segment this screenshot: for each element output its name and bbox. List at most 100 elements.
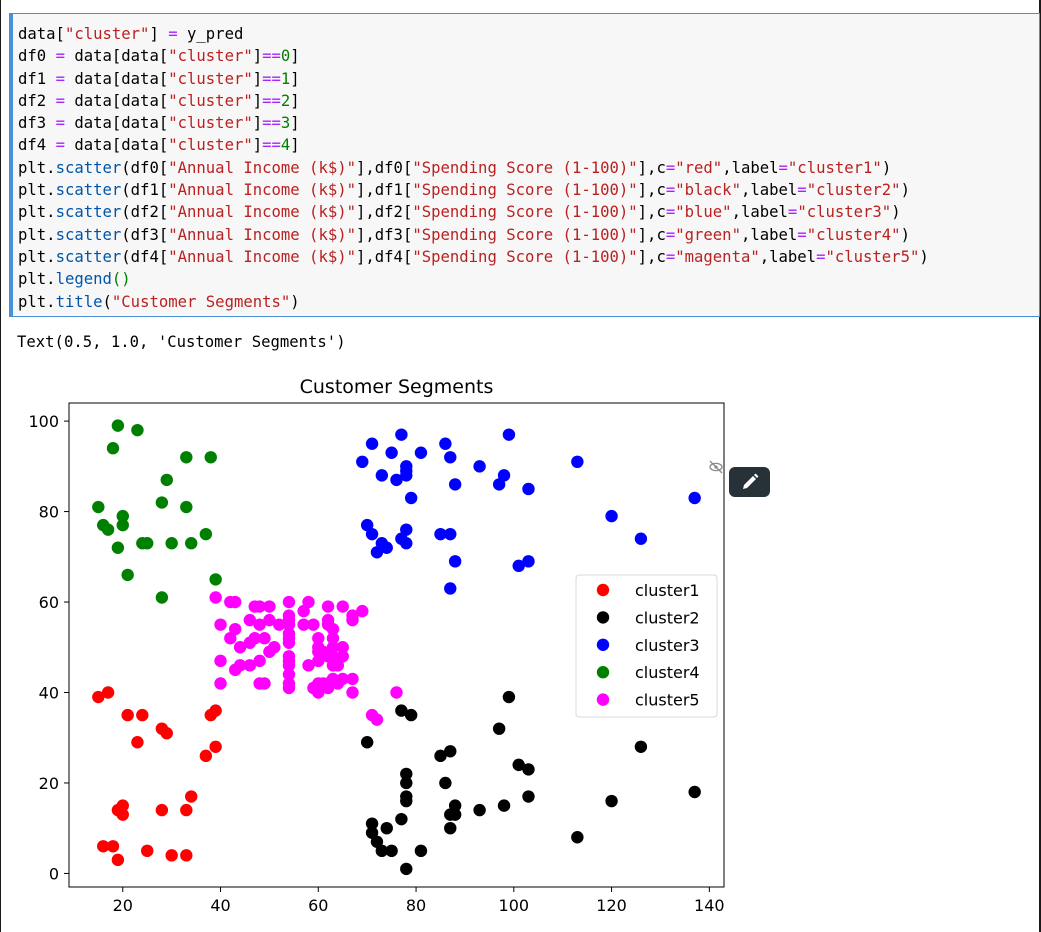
data-point-cluster5 bbox=[258, 632, 271, 645]
data-point-cluster2 bbox=[400, 862, 413, 876]
code-token: "cluster3" bbox=[797, 203, 892, 222]
code-token: "Annual Income (k$)" bbox=[168, 225, 356, 244]
code-token: df2 bbox=[18, 91, 56, 110]
data-point-cluster5 bbox=[346, 672, 359, 686]
data-point-cluster5 bbox=[336, 600, 349, 613]
code-token: "Annual Income (k$)" bbox=[168, 181, 356, 200]
data-point-cluster4 bbox=[106, 442, 120, 455]
data-point-cluster3 bbox=[365, 527, 379, 541]
code-token: "black" bbox=[675, 181, 741, 200]
code-token: legend bbox=[55, 270, 112, 289]
data-point-cluster3 bbox=[571, 455, 584, 469]
data-point-cluster3 bbox=[400, 464, 413, 478]
code-token: (df1[ bbox=[121, 181, 169, 200]
code-token: == bbox=[262, 136, 281, 155]
code-token: ,label bbox=[740, 225, 798, 244]
data-point-cluster5 bbox=[253, 618, 266, 631]
cell-selection-bar bbox=[10, 14, 13, 316]
data-point-cluster1 bbox=[97, 840, 110, 853]
data-point-cluster5 bbox=[336, 650, 349, 663]
code-token: y_pred bbox=[177, 25, 244, 43]
data-point-cluster5 bbox=[282, 595, 296, 609]
code-token: data[ bbox=[18, 25, 65, 43]
code-token: "red" bbox=[675, 158, 723, 177]
y-tick-label: 0 bbox=[49, 864, 59, 883]
data-point-cluster4 bbox=[121, 568, 134, 582]
code-token: ] bbox=[290, 114, 300, 133]
code-token: plt. bbox=[18, 270, 56, 289]
data-point-cluster2 bbox=[444, 821, 457, 835]
data-point-cluster3 bbox=[522, 555, 535, 568]
y-tick-label: 100 bbox=[28, 412, 59, 431]
code-token: = bbox=[168, 25, 178, 43]
code-token: df3 bbox=[18, 114, 56, 133]
data-point-cluster1 bbox=[121, 708, 134, 722]
code-editor[interactable]: data["cluster"] = y_pred df0 = data[data… bbox=[18, 23, 929, 313]
eye-slash-icon[interactable] bbox=[708, 459, 724, 475]
code-token: 4 bbox=[280, 136, 291, 155]
data-point-cluster3 bbox=[522, 482, 535, 496]
code-token: plt. bbox=[18, 292, 56, 311]
code-token: ) bbox=[881, 158, 892, 177]
code-token: ] bbox=[149, 25, 169, 43]
data-point-cluster4 bbox=[141, 537, 154, 550]
code-token: df0 bbox=[18, 47, 56, 66]
data-point-cluster1 bbox=[180, 849, 193, 862]
code-token: "Spending Score (1-100)" bbox=[412, 247, 638, 266]
data-point-cluster2 bbox=[365, 826, 379, 839]
data-point-cluster5 bbox=[253, 654, 266, 668]
data-point-cluster3 bbox=[404, 491, 418, 505]
data-point-cluster5 bbox=[356, 604, 369, 618]
code-token: (df3[ bbox=[121, 225, 169, 244]
code-token: = bbox=[665, 247, 676, 266]
data-point-cluster2 bbox=[380, 821, 393, 835]
code-cell[interactable]: data["cluster"] = y_pred df0 = data[data… bbox=[9, 13, 1040, 317]
code-token: scatter bbox=[55, 225, 122, 244]
data-point-cluster2 bbox=[522, 763, 535, 776]
x-tick-label: 20 bbox=[113, 896, 133, 915]
x-tick-label: 60 bbox=[308, 896, 328, 915]
code-token: "cluster4" bbox=[806, 225, 901, 244]
data-point-cluster3 bbox=[414, 446, 428, 459]
data-point-cluster3 bbox=[356, 455, 369, 469]
data-point-cluster3 bbox=[434, 527, 447, 541]
code-token: 0 bbox=[280, 47, 291, 66]
code-token: (df4[ bbox=[121, 247, 169, 266]
data-point-cluster2 bbox=[365, 817, 379, 830]
code-token: "Spending Score (1-100)" bbox=[412, 203, 638, 222]
code-token: "cluster" bbox=[64, 25, 150, 43]
code-line: plt.scatter(df1["Annual Income (k$)"],df… bbox=[18, 181, 910, 199]
data-point-cluster2 bbox=[400, 794, 413, 808]
data-point-cluster3 bbox=[605, 509, 618, 523]
code-token: scatter bbox=[55, 181, 122, 200]
code-token: ],df4[ bbox=[356, 247, 413, 266]
code-token: "Annual Income (k$)" bbox=[168, 247, 356, 266]
legend bbox=[575, 574, 718, 718]
data-point-cluster3 bbox=[370, 546, 384, 559]
code-token: 1 bbox=[280, 69, 291, 88]
data-point-cluster2 bbox=[492, 722, 506, 735]
code-token: == bbox=[262, 114, 281, 133]
data-point-cluster3 bbox=[444, 451, 457, 464]
data-point-cluster1 bbox=[185, 790, 198, 803]
code-token: ] bbox=[252, 114, 263, 133]
data-point-cluster5 bbox=[297, 604, 310, 618]
data-point-cluster5 bbox=[243, 659, 257, 672]
data-point-cluster5 bbox=[302, 595, 315, 609]
data-point-cluster2 bbox=[634, 740, 648, 753]
code-token: ( bbox=[102, 292, 112, 311]
x-tick-label: 100 bbox=[499, 896, 530, 915]
data-point-cluster3 bbox=[688, 491, 701, 505]
code-token: "Spending Score (1-100)" bbox=[412, 158, 638, 177]
data-point-cluster2 bbox=[375, 844, 389, 858]
code-token: == bbox=[262, 47, 281, 66]
data-point-cluster5 bbox=[248, 632, 261, 645]
edit-image-button[interactable] bbox=[729, 467, 770, 497]
code-token: ],df1[ bbox=[356, 181, 413, 200]
data-point-cluster4 bbox=[165, 537, 178, 550]
data-point-cluster3 bbox=[512, 559, 525, 573]
data-point-cluster5 bbox=[233, 659, 247, 672]
data-point-cluster3 bbox=[439, 437, 452, 450]
data-point-cluster2 bbox=[448, 799, 462, 812]
data-point-cluster5 bbox=[214, 618, 227, 631]
